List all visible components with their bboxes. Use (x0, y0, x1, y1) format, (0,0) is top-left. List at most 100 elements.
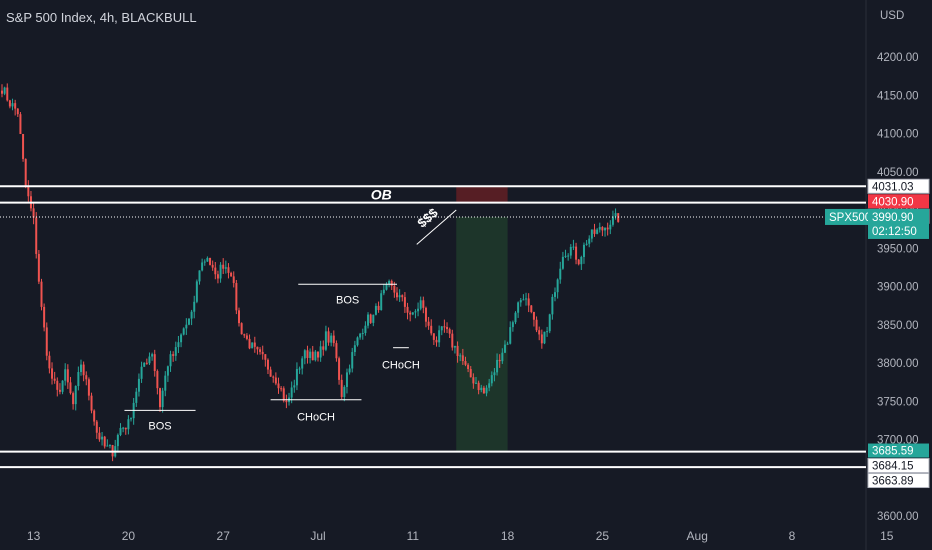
candle-body (535, 319, 538, 331)
candle-body (216, 274, 219, 279)
candle-body (127, 419, 130, 430)
candles (1, 83, 620, 462)
candle-body (332, 335, 335, 344)
candle-body (177, 342, 180, 348)
candle-body (51, 368, 54, 379)
trade-zones (456, 186, 508, 451)
candle-body (519, 300, 522, 303)
candle-body (372, 314, 375, 323)
price-tag: 3663.89 (867, 473, 930, 489)
candle-body (140, 366, 143, 379)
candle-body (403, 297, 406, 307)
candle-body (345, 372, 348, 387)
candle-body (506, 343, 509, 345)
price-tags: 4031.034030.904010.324009.683685.593684.… (825, 178, 930, 489)
candle-body (37, 253, 40, 282)
price-axis[interactable]: USD4200.004150.004100.004050.004000.0039… (877, 10, 919, 523)
candle-body (532, 312, 535, 320)
candle-body (461, 355, 464, 362)
candle-body (85, 375, 88, 380)
candle-body (580, 256, 583, 265)
candle-body (390, 280, 393, 286)
y-tick-label: 3700.00 (877, 435, 919, 447)
candle-body (264, 354, 267, 360)
candle-body (74, 386, 77, 405)
symbol-badge-text: SPX500 (829, 212, 871, 224)
x-tick-label: 20 (122, 529, 136, 543)
candle-body (227, 267, 230, 273)
candle-body (72, 393, 75, 405)
candle-body (164, 375, 167, 391)
candle-body (522, 299, 525, 301)
candle-body (3, 87, 6, 94)
countdown-text: 02:12:50 (872, 226, 917, 238)
candle-body (274, 377, 277, 384)
candle-body (430, 325, 433, 334)
candle-body (108, 445, 111, 447)
candle-body (180, 334, 183, 343)
candle-body (203, 261, 206, 263)
price-tag-box (867, 473, 930, 489)
candle-body (467, 364, 470, 370)
candle-body (309, 351, 312, 358)
candle-body (417, 308, 420, 312)
candle-body (137, 378, 140, 392)
y-tick-label: 3800.00 (877, 358, 919, 370)
candle-body (617, 213, 620, 222)
candle-body (103, 436, 106, 447)
candle-body (596, 229, 599, 234)
candle-body (527, 298, 530, 306)
bos-label-2: BOS (336, 295, 359, 307)
candle-body (106, 445, 109, 447)
ob-label: OB (371, 186, 392, 202)
candle-body (556, 279, 559, 293)
candle-body (585, 243, 588, 245)
candle-body (166, 366, 169, 376)
candle-body (396, 292, 398, 298)
candle-body (530, 305, 533, 313)
candle-body (240, 323, 243, 335)
candle-body (245, 335, 248, 339)
candle-body (606, 227, 609, 230)
candle-body (6, 87, 9, 101)
candle-body (301, 358, 304, 369)
candle-body (322, 346, 325, 350)
candle-body (11, 103, 14, 107)
candle-body (593, 229, 596, 234)
candle-body (501, 352, 504, 362)
candle-body (498, 359, 501, 362)
candle-body (388, 280, 391, 285)
candle-body (206, 257, 209, 262)
current-price-tag[interactable]: SPX500 3990.90 02:12:50 (825, 208, 929, 239)
time-axis[interactable]: 13 20 27 Jul 11 18 25 Aug 8 15 (27, 529, 894, 543)
candle-body (569, 246, 572, 256)
candle-body (209, 257, 212, 265)
target-zone (456, 216, 508, 451)
candle-body (351, 352, 354, 369)
candle-body (327, 331, 330, 343)
candle-body (122, 427, 125, 429)
candle-body (614, 213, 617, 217)
liquidity-trendline[interactable] (416, 209, 457, 245)
candle-body (459, 355, 462, 357)
candle-body (353, 345, 356, 353)
candle-body (19, 114, 22, 134)
candle-body (422, 300, 425, 308)
candle-body (182, 328, 185, 335)
candle-body (424, 307, 427, 322)
candle-body (577, 259, 580, 265)
candle-body (435, 339, 438, 343)
candle-body (464, 361, 467, 365)
candle-body (548, 314, 551, 332)
candle-body (472, 377, 475, 384)
y-tick-label: 3850.00 (877, 320, 919, 332)
candle-body (414, 311, 417, 313)
candle-body (554, 292, 556, 297)
candle-body (590, 229, 593, 239)
candle-body (193, 301, 196, 312)
last-price-text: 3990.90 (872, 212, 914, 224)
candle-body (561, 256, 564, 269)
candle-body (496, 359, 499, 373)
candle-body (222, 264, 225, 269)
